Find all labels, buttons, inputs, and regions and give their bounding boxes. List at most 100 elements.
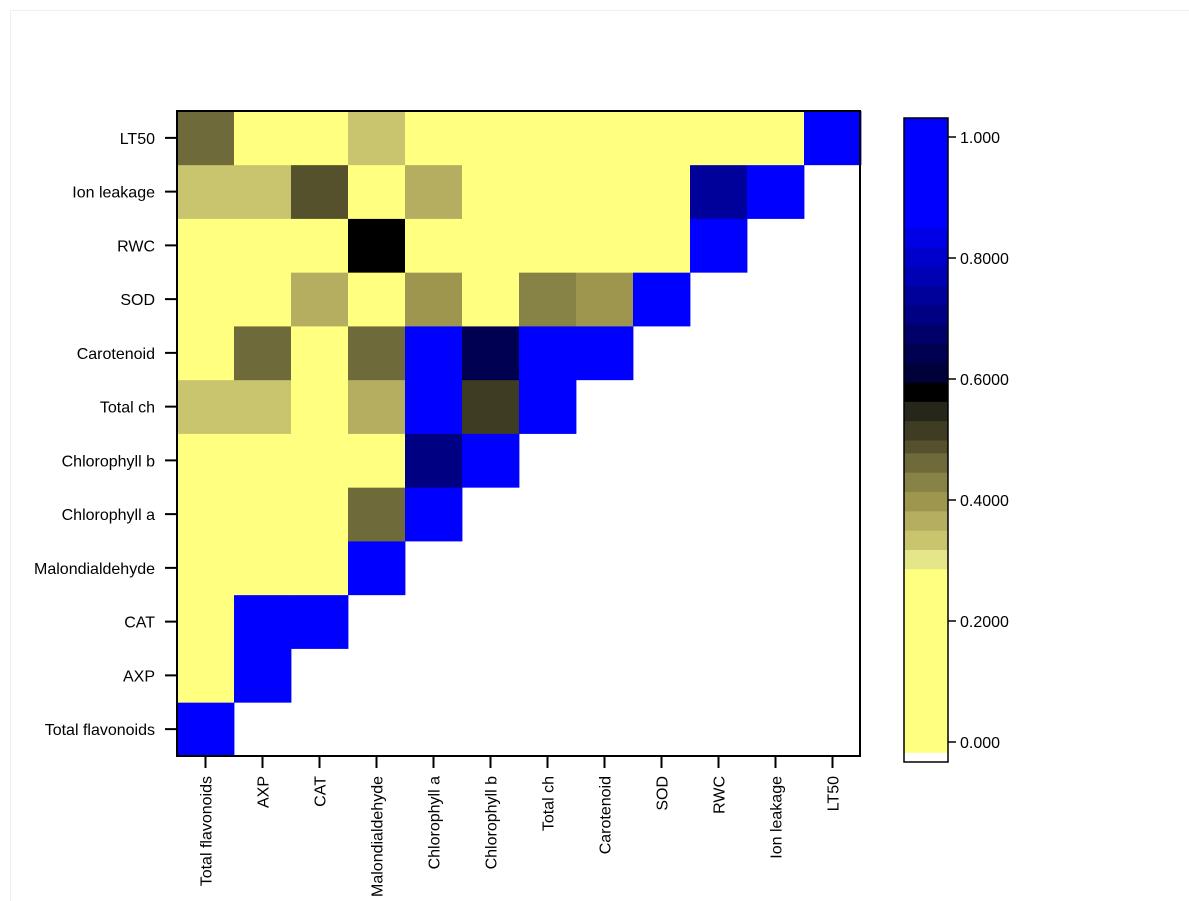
colorbar-segment [904, 227, 948, 248]
heatmap-cell [348, 218, 406, 273]
heatmap-cell [177, 272, 235, 327]
colorbar: 1.000 0.8000 0.6000 0.4000 0.2000 0.000 [903, 117, 1009, 763]
heatmap-cell [405, 111, 463, 166]
heatmap-cell [291, 164, 349, 219]
heatmap-cell [690, 111, 748, 166]
heatmap-cell [747, 164, 805, 219]
heatmap-cell [462, 164, 520, 219]
colorbar-segment [904, 472, 948, 493]
heatmap-cell [576, 164, 634, 219]
heatmap-cell [519, 272, 577, 327]
heatmap-cell [234, 379, 292, 434]
heatmap-cell [291, 433, 349, 488]
heatmap-cell [462, 326, 520, 381]
colorbar-segment [904, 401, 948, 422]
y-axis: Total flavonoids AXP CAT Malondialdehyde Chl… [34, 131, 177, 739]
colorbar-segment [904, 324, 948, 344]
heatmap-cell [291, 541, 349, 596]
heatmap-cells [177, 111, 862, 757]
heatmap-cell [405, 326, 463, 381]
heatmap-cell [291, 487, 349, 542]
heatmap-cell [405, 218, 463, 273]
heatmap-cell [348, 164, 406, 219]
heatmap-cell [519, 326, 577, 381]
heatmap-cell [348, 541, 406, 596]
heatmap-cell [348, 111, 406, 166]
heatmap-cell [519, 218, 577, 273]
heatmap-cell [234, 272, 292, 327]
x-tick-label: Total ch [541, 776, 558, 831]
heatmap-cell [519, 111, 577, 166]
x-tick-label: LT50 [826, 776, 843, 811]
colorbar-segment [904, 420, 948, 441]
x-tick-label: CAT [313, 776, 330, 807]
heatmap-cell [576, 111, 634, 166]
heatmap-cell [177, 164, 235, 219]
heatmap-cell [405, 379, 463, 434]
heatmap-cell [405, 433, 463, 488]
heatmap-cell [633, 272, 691, 327]
y-tick-label: AXP [123, 668, 155, 685]
heatmap-cell [177, 379, 235, 434]
heatmap-cell [462, 433, 520, 488]
heatmap-cell [462, 272, 520, 327]
colorbar-segment [904, 568, 948, 589]
heatmap-cell [177, 487, 235, 542]
heatmap-cell [348, 433, 406, 488]
heatmap-cell [462, 379, 520, 434]
y-tick-label: Carotenoid [77, 346, 155, 363]
heatmap-cell [348, 326, 406, 381]
heatmap-cell [291, 594, 349, 649]
colorbar-segment [904, 530, 948, 550]
x-tick-label: Chlorophyll a [427, 776, 444, 869]
x-tick-label: Malondialdehyde [370, 776, 387, 897]
heatmap-cell [177, 594, 235, 649]
colorbar-segment [904, 588, 948, 753]
heatmap-cell [177, 541, 235, 596]
heatmap-cell [405, 164, 463, 219]
y-tick-label: LT50 [120, 131, 155, 148]
heatmap-cell [405, 272, 463, 327]
y-tick-label: Malondialdehyde [34, 561, 155, 578]
colorbar-segment [904, 304, 948, 325]
colorbar-tick-label: 0.000 [960, 735, 1000, 752]
y-tick-label: Total ch [100, 400, 155, 417]
colorbar-tick-label: 0.8000 [960, 251, 1009, 268]
colorbar-segment [904, 440, 948, 454]
heatmap-cell [519, 164, 577, 219]
x-tick-label: Ion leakage [769, 776, 786, 859]
colorbar-segment [904, 510, 948, 531]
heatmap-cell [234, 218, 292, 273]
x-tick-label: SOD [655, 776, 672, 811]
heatmap-cell [519, 379, 577, 434]
heatmap-cell [177, 648, 235, 703]
x-tick-label: Chlorophyll b [484, 776, 501, 869]
colorbar-segment [904, 285, 948, 306]
colorbar-segment [904, 266, 948, 286]
y-tick-label: Total flavonoids [45, 722, 155, 739]
heatmap-cell [462, 218, 520, 273]
heatmap-cell [234, 326, 292, 381]
heatmap-cell [177, 702, 235, 757]
y-tick-label: Chlorophyll a [62, 507, 155, 524]
colorbar-segment [904, 343, 948, 364]
colorbar-border [903, 117, 949, 763]
colorbar-segment [904, 491, 948, 512]
y-tick-label: Chlorophyll b [62, 453, 155, 470]
x-axis: Total flavonoids AXP CAT Malondialdehyde Chl… [199, 756, 843, 897]
colorbar-segment [904, 549, 948, 570]
x-tick-label: Total flavonoids [199, 776, 216, 886]
x-tick-label: Carotenoid [598, 776, 615, 854]
colorbar-segment [904, 452, 948, 473]
y-tick-label: SOD [120, 292, 155, 309]
heatmap-cell [690, 164, 748, 219]
colorbar-segment [904, 752, 948, 763]
colorbar-tick-label: 0.6000 [960, 372, 1009, 389]
heatmap-cell [177, 326, 235, 381]
heatmap-cell [234, 433, 292, 488]
colorbar-tick-label: 1.000 [960, 130, 1000, 147]
colorbar-tick-label: 0.2000 [960, 614, 1009, 631]
y-tick-label: Ion leakage [72, 185, 155, 202]
colorbar-segment [904, 382, 948, 402]
heatmap-cell [405, 487, 463, 542]
